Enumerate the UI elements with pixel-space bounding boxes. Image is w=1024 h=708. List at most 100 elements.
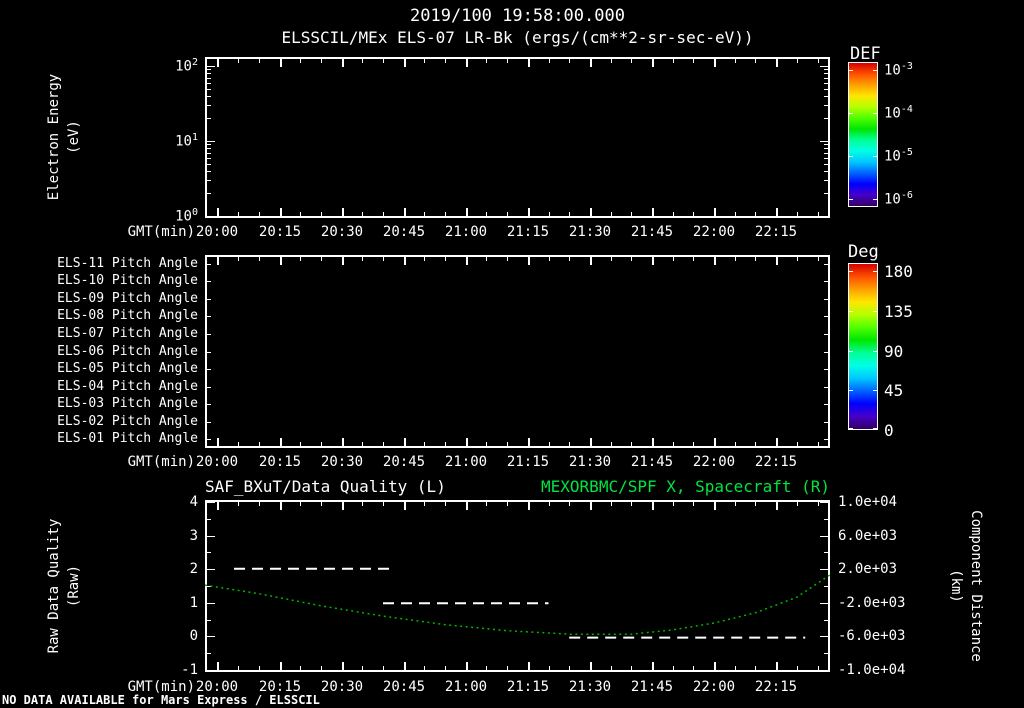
axis-tick-mark [569,666,570,670]
axis-tick-mark [590,662,592,670]
axis-tick-mark [714,438,716,446]
axis-tick-mark [217,257,219,265]
axis-tick-mark [611,442,612,446]
panel3-left-y-tick-label: 4 [189,494,198,510]
axis-tick-mark [569,442,570,446]
axis-tick-mark [735,59,736,63]
axis-tick-mark [590,438,592,446]
axis-tick-mark [820,502,828,503]
axis-tick-mark [776,59,778,67]
axis-tick-mark [755,59,756,63]
axis-tick-mark [528,257,530,265]
axis-tick-mark [824,299,828,300]
axis-tick-mark [383,59,384,63]
axis-tick-mark [820,670,828,671]
axis-tick-mark [824,153,828,154]
axis-tick-mark [259,666,260,670]
axis-tick-mark [873,70,877,71]
panel3-titles: SAF_BXuT/Data Quality (L) MEXORBMC/SPF X… [205,477,830,496]
def-colorbar [848,62,878,207]
axis-tick-mark [735,257,736,261]
axis-tick-mark [207,264,211,265]
axis-tick-mark [776,257,778,265]
axis-tick-mark [693,666,694,670]
axis-tick-mark [217,59,219,67]
axis-tick-mark [207,299,211,300]
axis-tick-mark [507,257,508,261]
axis-tick-mark [820,569,828,570]
x-tick-label: 22:00 [692,224,736,240]
axis-tick-mark [259,502,260,506]
axis-tick-mark [362,59,363,63]
axis-tick-mark [797,257,798,261]
axis-tick-mark [207,670,215,671]
axis-tick-mark [824,369,828,370]
axis-tick-mark [445,212,446,216]
axis-tick-mark [486,257,487,261]
axis-tick-mark [238,666,239,670]
axis-tick-mark [507,212,508,216]
axis-tick-mark [873,156,877,157]
panel3-right-y-tick-label: 1.0e+04 [838,494,898,510]
axis-tick-mark [207,422,211,423]
x-tick-label: 21:45 [630,454,674,470]
axis-tick-mark [735,502,736,506]
axis-tick-mark [673,212,674,216]
axis-tick-mark [466,257,468,265]
axis-tick-mark [673,666,674,670]
panel1-y-axis-title: Electron Energy (eV) [44,74,84,200]
axis-tick-mark [404,59,406,67]
axis-tick-mark [424,257,425,261]
axis-tick-mark [404,438,406,446]
def-colorbar-title: DEF [850,44,881,64]
axis-tick-mark [569,257,570,261]
axis-tick-mark [673,59,674,63]
axis-tick-mark [207,69,211,70]
pitch-angle-row-label: ELS-01 Pitch Angle [57,431,198,447]
axis-tick-mark [776,438,778,446]
axis-tick-mark [207,552,211,553]
axis-tick-mark [238,212,239,216]
axis-tick-mark [755,212,756,216]
x-tick-label: 21:30 [568,679,612,695]
axis-tick-mark [824,158,828,159]
axis-tick-mark [300,442,301,446]
panel1-y-tick-label: 102 [175,57,198,75]
axis-tick-mark [820,636,828,637]
axis-tick-mark [755,502,756,506]
axis-tick-mark [342,257,344,265]
axis-tick-mark [849,156,853,157]
axis-tick-mark [824,118,828,119]
plot-datetime-title: 2019/100 19:58:00.000 [410,6,625,26]
axis-tick-mark [824,552,828,553]
axis-tick-mark [714,59,716,67]
axis-tick-mark [824,316,828,317]
panel3-right-y-tick-label: -1.0e+04 [838,662,906,678]
axis-tick-mark [849,199,853,200]
axis-tick-mark [445,59,446,63]
axis-tick-mark [207,89,211,90]
pitch-angle-panel [205,255,830,448]
axis-tick-mark [466,438,468,446]
axis-tick-mark [321,666,322,670]
panel1-y-axis-title-line1: Electron Energy [46,73,62,201]
x-tick-label: 21:30 [568,224,612,240]
axis-tick-mark [424,212,425,216]
axis-tick-mark [818,212,819,216]
axis-tick-mark [631,212,632,216]
axis-tick-mark [824,171,828,172]
axis-tick-mark [362,212,363,216]
axis-tick-mark [207,586,211,587]
axis-tick-mark [207,369,211,370]
axis-tick-mark [873,113,877,114]
axis-tick-mark [207,164,211,165]
axis-tick-mark [776,502,778,510]
axis-tick-mark [207,171,211,172]
axis-tick-mark [824,352,828,353]
axis-tick-mark [383,257,384,261]
axis-tick-mark [824,281,828,282]
axis-tick-mark [693,442,694,446]
axis-tick-mark [300,666,301,670]
axis-tick-mark [873,311,877,312]
axis-tick-mark [735,666,736,670]
